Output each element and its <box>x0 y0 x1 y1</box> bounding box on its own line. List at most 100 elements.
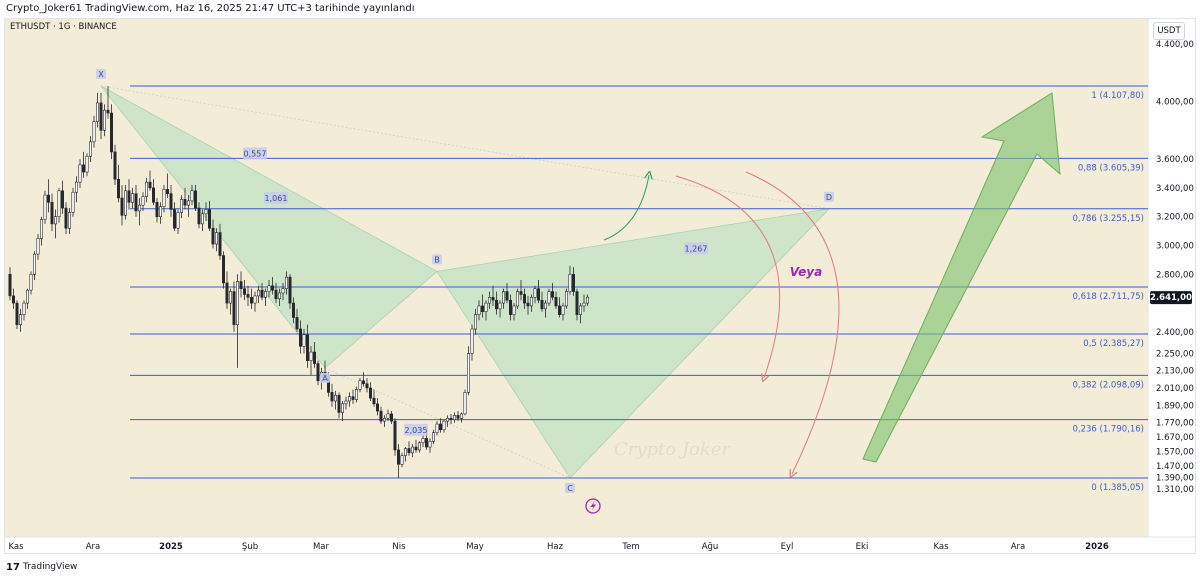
candle <box>288 274 292 309</box>
candle <box>410 444 414 458</box>
candle <box>543 300 547 318</box>
candle <box>526 295 530 315</box>
candle <box>393 418 397 456</box>
candle <box>361 372 365 387</box>
candle <box>533 285 537 304</box>
candle <box>351 389 355 404</box>
candle <box>53 209 57 239</box>
price-tick-12: 1.770,00 <box>1156 419 1194 429</box>
candle <box>180 195 184 219</box>
candle <box>169 185 173 217</box>
candle <box>491 285 495 306</box>
candle <box>449 413 453 425</box>
svg-text:C: C <box>567 484 573 493</box>
candle <box>316 360 320 386</box>
time-tick-14: 2026 <box>1085 542 1109 552</box>
time-tick-5: Nis <box>392 542 406 552</box>
candle <box>389 411 393 425</box>
candle <box>368 382 372 401</box>
ratio-label-1: 1,267 <box>684 242 708 255</box>
price-tick-2: 3.600,00 <box>1156 155 1194 165</box>
candle <box>176 209 180 234</box>
arrow-green-big <box>862 92 1061 463</box>
brand-name: TradingView <box>23 562 78 572</box>
svg-text:D: D <box>826 193 832 202</box>
tradingview-logo: 17 <box>6 562 20 573</box>
time-tick-13: Ara <box>1011 542 1026 552</box>
candle <box>309 346 313 376</box>
candle <box>302 328 306 354</box>
candle <box>57 187 61 223</box>
candle <box>585 294 589 306</box>
candle <box>197 202 201 229</box>
candle <box>50 193 54 232</box>
candle <box>470 324 474 361</box>
candle <box>344 396 348 410</box>
candle <box>291 297 295 324</box>
fib-label-7: 0 (1.385,05) <box>1091 483 1144 493</box>
time-tick-0: Kas <box>8 542 24 552</box>
candle <box>372 389 376 407</box>
candle <box>519 280 523 301</box>
svg-text:2,035: 2,035 <box>405 426 428 435</box>
candle <box>215 228 219 252</box>
candle <box>312 341 316 368</box>
candle <box>99 92 103 139</box>
candle <box>480 294 484 318</box>
lightning-icon[interactable] <box>585 498 601 514</box>
candle <box>400 452 404 468</box>
candle <box>354 386 358 403</box>
price-tick-6: 2.800,00 <box>1156 270 1194 280</box>
candle <box>456 411 460 422</box>
price-tick-15: 1.470,00 <box>1156 462 1194 472</box>
fib-label-6: 0,236 (1.790,16) <box>1072 425 1144 435</box>
candle <box>64 202 68 234</box>
candle <box>512 303 516 321</box>
candle <box>557 297 561 318</box>
candle <box>36 233 40 260</box>
candle <box>204 202 208 222</box>
candle <box>124 185 128 220</box>
pattern-point-b: B <box>432 254 442 265</box>
candle <box>305 324 309 368</box>
fib-label-3: 0,618 (2.711,75) <box>1072 292 1144 302</box>
candle <box>187 195 191 217</box>
candle <box>32 251 36 281</box>
currency-unit-button[interactable]: USDT <box>1153 22 1185 40</box>
candle <box>575 288 579 321</box>
candle <box>274 282 278 304</box>
arrow-red-long <box>745 171 840 474</box>
candle <box>145 177 149 203</box>
time-tick-1: Ara <box>86 542 101 552</box>
svg-text:0,557: 0,557 <box>244 149 267 158</box>
pattern-point-c: C <box>565 483 575 494</box>
pattern-labels: X A B C D 0,557 1,267 2,035 1,061 <box>96 69 834 494</box>
candle <box>442 419 446 433</box>
fib-label-4: 0,5 (2.385,27) <box>1083 339 1144 349</box>
candle <box>578 303 582 324</box>
candle <box>498 300 502 318</box>
candle <box>29 271 33 295</box>
candle <box>330 383 334 407</box>
svg-text:X: X <box>98 70 104 79</box>
candle <box>46 179 50 213</box>
candle <box>113 144 117 186</box>
publish-header: Crypto_Joker61 TradingView.com, Haz 16, … <box>0 0 1200 18</box>
price-tick-10: 2.010,00 <box>1156 384 1194 394</box>
candle <box>232 281 236 332</box>
candle <box>459 412 463 423</box>
fib-label-5: 0,382 (2.098,09) <box>1072 380 1144 390</box>
candle <box>550 282 554 301</box>
price-tick-16: 1.390,00 <box>1156 473 1194 483</box>
candle <box>333 390 337 410</box>
candle <box>403 447 407 462</box>
candle <box>522 288 526 309</box>
candle <box>92 115 96 148</box>
candle <box>208 200 212 232</box>
candle <box>260 282 264 301</box>
time-tick-11: Eki <box>856 542 869 552</box>
candle <box>25 288 29 309</box>
candle <box>15 300 19 329</box>
time-tick-9: Ağu <box>702 542 719 552</box>
